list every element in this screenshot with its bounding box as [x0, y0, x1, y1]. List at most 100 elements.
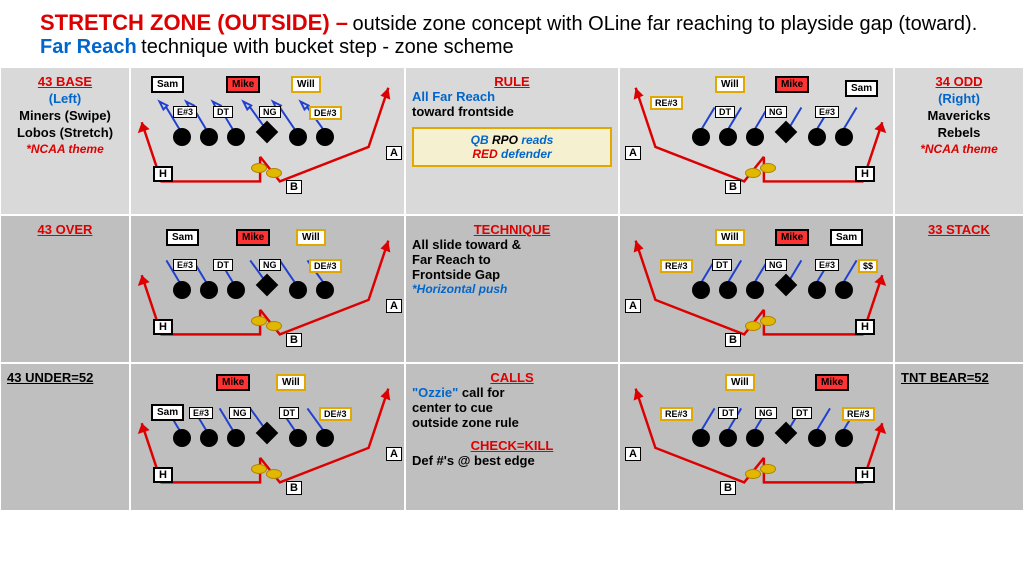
- lb-will: Will: [296, 229, 326, 246]
- dl-ss: $$: [858, 259, 878, 273]
- lb-will: Will: [715, 76, 745, 93]
- dl-de3: DE#3: [309, 106, 342, 120]
- dl-re3: RE#3: [660, 259, 693, 273]
- center-technique: TECHNIQUE All slide toward & Far Reach t…: [405, 215, 619, 363]
- page-header: STRETCH ZONE (OUTSIDE) – outside zone co…: [0, 0, 1024, 67]
- mark-a: A: [625, 146, 641, 160]
- qb-dot: [760, 163, 776, 173]
- dl-dt: DT: [712, 259, 732, 271]
- ol-dot: [808, 128, 826, 146]
- dl-dt: DT: [279, 407, 299, 419]
- qb-dot: [266, 168, 282, 178]
- lb-sam: Sam: [830, 229, 863, 246]
- qb-dot: [745, 469, 761, 479]
- center-square: [775, 274, 798, 297]
- play-34-odd-right: RE#3 Will Mike Sam DT NG E#3 H A B: [619, 67, 894, 215]
- ol-dot: [173, 281, 191, 299]
- qb-dot: [251, 316, 267, 326]
- lb-mike: Mike: [775, 76, 809, 93]
- dl-re3: RE#3: [650, 96, 683, 110]
- mark-a: A: [386, 146, 402, 160]
- ol-dot: [719, 281, 737, 299]
- center-rule: RULE All Far Reach toward frontside QB R…: [405, 67, 619, 215]
- lb-sam: Sam: [166, 229, 199, 246]
- ol-dot: [316, 128, 334, 146]
- ol-dot: [808, 429, 826, 447]
- mark-b: B: [286, 333, 302, 347]
- ol-dot: [316, 429, 334, 447]
- label-34-odd: 34 ODD (Right) Mavericks Rebels *NCAA th…: [894, 67, 1024, 215]
- dl-e3: E#3: [815, 106, 839, 118]
- main-title: STRETCH ZONE (OUTSIDE) –: [40, 10, 348, 35]
- dl-de3: DE#3: [309, 259, 342, 273]
- center-square: [775, 422, 798, 445]
- ol-dot: [227, 429, 245, 447]
- mark-b: B: [286, 481, 302, 495]
- dl-ng: NG: [259, 106, 281, 118]
- center-square: [256, 422, 279, 445]
- dl-re3: RE#3: [842, 407, 875, 421]
- qb-dot: [251, 464, 267, 474]
- qb-rpo-box: QB RPO reads RED defender: [412, 127, 612, 167]
- lb-mike: Mike: [236, 229, 270, 246]
- ol-dot: [692, 429, 710, 447]
- mark-a: A: [625, 447, 641, 461]
- label-43-under: 43 UNDER=52: [0, 363, 130, 511]
- ol-dot: [719, 429, 737, 447]
- play-43-over: Sam Mike Will E#3 DT NG DE#3 H A B: [130, 215, 405, 363]
- label-33-stack: 33 STACK: [894, 215, 1024, 363]
- h-back: H: [153, 319, 173, 335]
- ol-dot: [835, 281, 853, 299]
- qb-dot: [745, 321, 761, 331]
- mark-b: B: [286, 180, 302, 194]
- mark-a: A: [386, 447, 402, 461]
- ol-dot: [835, 128, 853, 146]
- qb-dot: [251, 163, 267, 173]
- center-square: [256, 274, 279, 297]
- lb-will: Will: [291, 76, 321, 93]
- dl-dt: DT: [715, 106, 735, 118]
- label-43-base: 43 BASE (Left) Miners (Swipe) Lobos (Str…: [0, 67, 130, 215]
- qb-dot: [266, 321, 282, 331]
- dl-dt: DT: [792, 407, 812, 419]
- lb-will: Will: [276, 374, 306, 391]
- ol-dot: [173, 128, 191, 146]
- ol-dot: [808, 281, 826, 299]
- dl-e3: E#3: [173, 106, 197, 118]
- play-33-stack: Will Mike Sam RE#3 DT NG E#3 $$ H A B: [619, 215, 894, 363]
- ol-dot: [746, 281, 764, 299]
- h-back: H: [153, 467, 173, 483]
- ol-dot: [200, 281, 218, 299]
- ol-dot: [173, 429, 191, 447]
- center-square: [775, 121, 798, 144]
- play-43-under: Mike Will Sam E#3 NG DT DE#3 H A B: [130, 363, 405, 511]
- dl-de3: DE#3: [319, 407, 352, 421]
- h-back: H: [855, 319, 875, 335]
- ol-dot: [289, 429, 307, 447]
- center-calls: CALLS "Ozzie" call for center to cue out…: [405, 363, 619, 511]
- lb-mike: Mike: [216, 374, 250, 391]
- dl-ng: NG: [765, 259, 787, 271]
- dl-ng: NG: [259, 259, 281, 271]
- ol-dot: [227, 128, 245, 146]
- mark-b: B: [725, 180, 741, 194]
- play-grid: 43 BASE (Left) Miners (Swipe) Lobos (Str…: [0, 67, 1024, 511]
- ol-dot: [746, 128, 764, 146]
- ol-dot: [746, 429, 764, 447]
- dl-dt: DT: [718, 407, 738, 419]
- play-tnt-bear: Will Mike RE#3 DT NG DT RE#3 H A B: [619, 363, 894, 511]
- ol-dot: [227, 281, 245, 299]
- center-square: [256, 121, 279, 144]
- ol-dot: [200, 429, 218, 447]
- h-back: H: [855, 166, 875, 182]
- mark-b: B: [725, 333, 741, 347]
- header-text-1: outside zone concept with OLine far reac…: [352, 13, 977, 35]
- lb-will: Will: [715, 229, 745, 246]
- h-back: H: [855, 467, 875, 483]
- h-back: H: [153, 166, 173, 182]
- ol-dot: [289, 281, 307, 299]
- mark-a: A: [386, 299, 402, 313]
- ol-dot: [316, 281, 334, 299]
- dl-e3: E#3: [815, 259, 839, 271]
- dl-ng: NG: [229, 407, 251, 419]
